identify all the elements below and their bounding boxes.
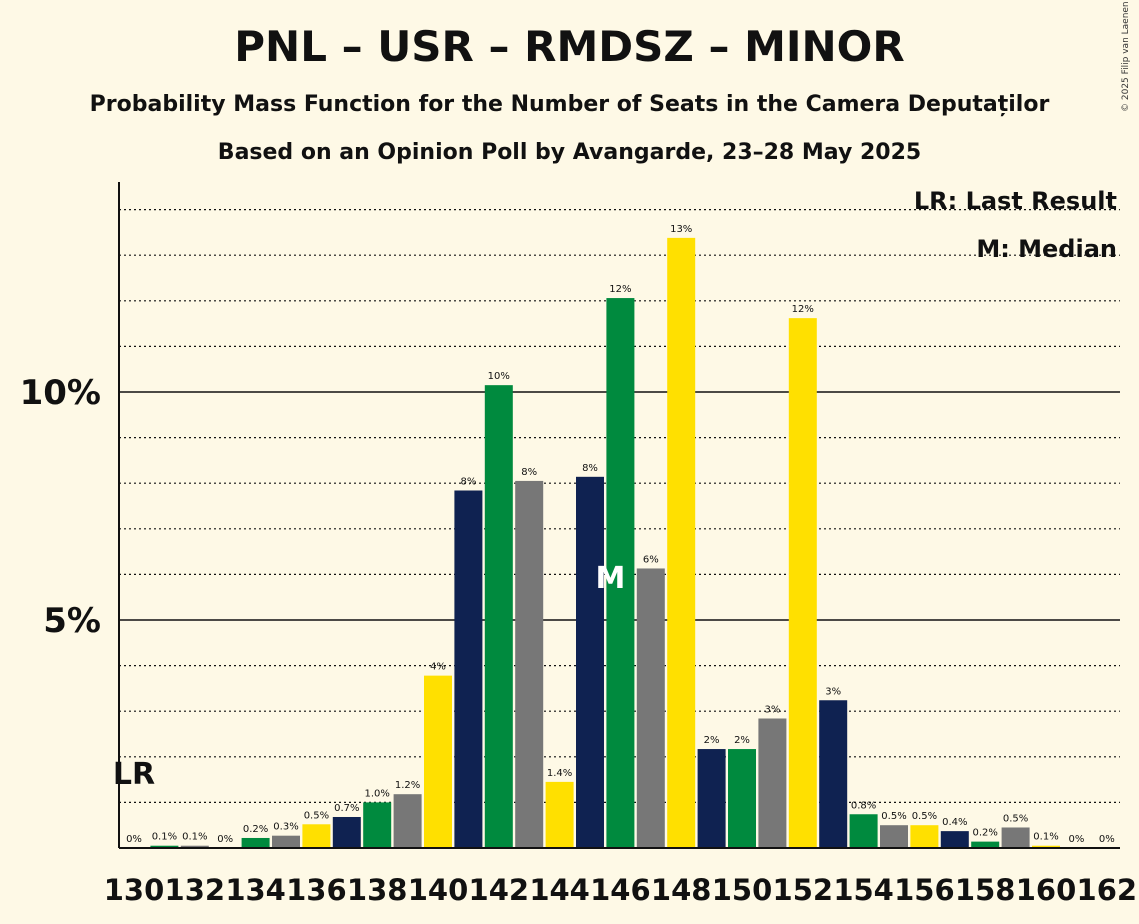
bar-138	[363, 802, 392, 848]
bar-value-label: 4%	[430, 662, 446, 673]
bar-147	[636, 568, 665, 848]
bar-value-label: 10%	[488, 371, 510, 382]
chart-subtitle: Probability Mass Function for the Number…	[89, 92, 1050, 117]
x-tick-label: 152	[773, 873, 834, 907]
x-tick-label: 136	[286, 873, 347, 907]
bar-value-label: 8%	[582, 463, 598, 474]
bar-154	[849, 814, 878, 848]
bar-value-label: 3%	[825, 686, 841, 697]
bar-value-label: 0.1%	[152, 832, 177, 843]
bar-value-label: 8%	[521, 467, 537, 478]
bar-136	[302, 824, 331, 848]
bar-value-label: 0.3%	[273, 822, 298, 833]
x-tick-label: 146	[590, 873, 651, 907]
legend-last-result: LR: Last Result	[914, 187, 1117, 215]
x-tick-label: 150	[712, 873, 773, 907]
x-tick-label: 160	[1016, 873, 1077, 907]
chart-title: PNL – USR – RMDSZ – MINOR	[234, 22, 905, 71]
bar-150	[728, 749, 756, 848]
y-tick-label: 5%	[43, 601, 101, 641]
bar-143	[515, 480, 544, 848]
bar-value-label: 0.5%	[304, 810, 329, 821]
bar-135	[272, 835, 300, 848]
bar-145	[576, 476, 604, 848]
axes: 5%10%130 132 134 136 138 140 142 144 146 148 150 15…	[20, 182, 1137, 907]
bar-value-label: 0%	[1068, 834, 1084, 845]
bar-160	[1032, 845, 1060, 848]
bar-156	[910, 825, 939, 848]
bar-152	[788, 318, 817, 848]
bar-value-label: 0.5%	[1003, 813, 1028, 824]
bar-value-label: 0%	[1099, 834, 1115, 845]
bar-value-label: 3%	[764, 704, 780, 715]
bar-value-label: 12%	[792, 304, 814, 315]
bar-132	[180, 845, 209, 848]
legend-median: M: Median	[976, 235, 1117, 263]
legend: LR: Last Result M: Median	[914, 187, 1117, 263]
x-tick-label: 130	[104, 873, 165, 907]
median-marker: M	[595, 561, 625, 596]
bar-value-label: 12%	[609, 284, 631, 295]
bar-value-label: 0.7%	[334, 803, 359, 814]
x-tick-label: 148	[651, 873, 712, 907]
bar-155	[880, 825, 908, 848]
bar-142	[484, 385, 513, 848]
bar-159	[1001, 827, 1030, 848]
bar-141	[454, 490, 483, 848]
bar-137	[332, 816, 361, 848]
bar-157	[940, 831, 969, 848]
x-tick-label: 134	[225, 873, 286, 907]
bar-value-label: 0.5%	[912, 811, 937, 822]
bar-153	[819, 700, 848, 848]
bar-149	[697, 749, 726, 848]
bar-140	[424, 675, 452, 848]
bar-146	[606, 298, 635, 849]
bar-value-label: 0.2%	[972, 828, 997, 839]
bars: 0% 0.1% 0.1% 0% 0.2% 0.3% 0.5% 0.7% 1.0% 1.2% 4% 8%…	[113, 224, 1115, 849]
y-tick-label: 10%	[20, 373, 101, 413]
bar-value-label: 8%	[460, 476, 476, 487]
x-tick-label: 154	[833, 873, 894, 907]
bar-value-label: 0%	[126, 834, 142, 845]
bar-value-label: 0.1%	[1033, 832, 1058, 843]
bar-151	[758, 718, 787, 848]
bar-value-label: 1.2%	[395, 780, 420, 791]
bar-value-label: 2%	[704, 735, 720, 746]
bar-158	[971, 841, 1000, 848]
bar-144	[545, 781, 574, 848]
x-tick-label: 162	[1077, 873, 1138, 907]
bar-134	[241, 837, 270, 848]
bar-value-label: 6%	[643, 554, 659, 565]
x-tick-label: 144	[529, 873, 590, 907]
bar-value-label: 0%	[217, 834, 233, 845]
bar-value-label: 0.5%	[881, 811, 906, 822]
bar-value-label: 0.2%	[243, 824, 268, 835]
bar-value-label: 0.1%	[182, 832, 207, 843]
bar-value-label: 13%	[670, 224, 692, 235]
x-tick-label: 138	[347, 873, 408, 907]
bar-148	[667, 237, 696, 848]
x-tick-label: 142	[469, 873, 530, 907]
x-tick-label: 158	[955, 873, 1016, 907]
x-tick-label: 156	[894, 873, 955, 907]
bar-139	[393, 794, 422, 848]
bar-value-label: 2%	[734, 735, 750, 746]
bar-value-label: 1.0%	[364, 788, 389, 799]
x-tick-label: 132	[165, 873, 226, 907]
x-tick-label: 140	[408, 873, 469, 907]
bar-value-label: 0.8%	[851, 800, 876, 811]
bar-value-label: 1.4%	[547, 768, 572, 779]
bar-value-label: 0.4%	[942, 817, 967, 828]
bar-131	[150, 845, 179, 848]
chart-source-subtitle: Based on an Opinion Poll by Avangarde, 2…	[217, 140, 922, 165]
